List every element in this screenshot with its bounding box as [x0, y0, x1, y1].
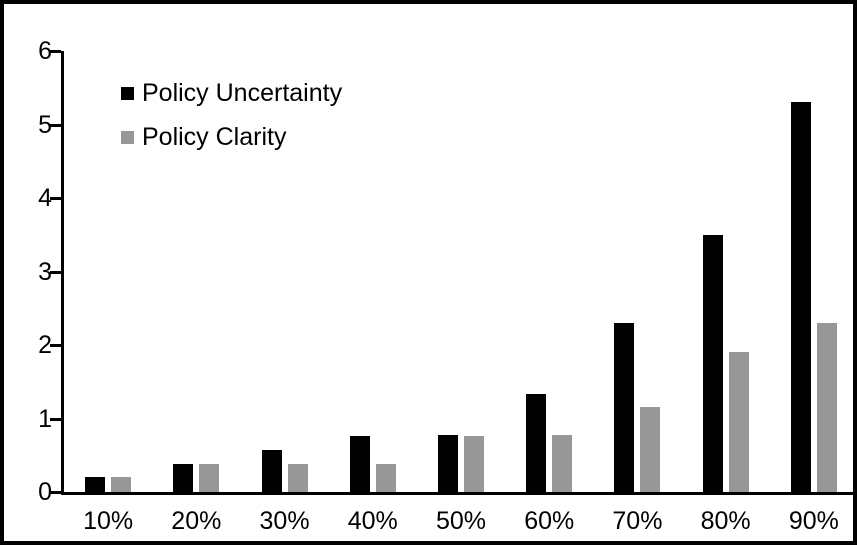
y-tick-label: 1 [38, 404, 52, 433]
policy-clarity-swatch-icon [121, 130, 134, 144]
x-tick-label: 70% [612, 507, 663, 535]
x-tick-label: 90% [788, 507, 839, 535]
y-tick [50, 123, 61, 127]
bar-policy-clarity-10% [111, 477, 132, 492]
bar-policy-clarity-90% [816, 322, 837, 492]
y-tick [50, 344, 61, 347]
bar-policy-uncertainty-90% [790, 102, 811, 492]
bar-policy-clarity-80% [728, 352, 749, 492]
policy-uncertainty-swatch-icon [121, 86, 134, 100]
y-tick-label: 0 [38, 478, 52, 506]
bar-policy-clarity-20% [199, 464, 220, 492]
bar-policy-uncertainty-10% [85, 477, 106, 492]
x-tick-label: 50% [435, 507, 487, 535]
legend-item-policy-clarity: Policy Clarity [121, 123, 342, 151]
bar-policy-uncertainty-60% [526, 394, 547, 492]
bar-policy-uncertainty-20% [173, 464, 194, 492]
y-tick-label: 6 [38, 37, 52, 65]
bar-policy-uncertainty-30% [261, 450, 282, 492]
legend: Policy Uncertainty Policy Clarity [121, 79, 342, 167]
bar-policy-uncertainty-70% [614, 322, 635, 492]
y-tick [50, 50, 61, 53]
plot-area [61, 51, 853, 495]
bar-policy-uncertainty-80% [702, 234, 723, 492]
y-tick-label: 3 [38, 257, 52, 286]
y-tick-label: 2 [38, 331, 52, 359]
bars-layer [64, 51, 853, 492]
x-tick-label: 60% [524, 507, 575, 535]
x-tick-label: 30% [259, 507, 310, 535]
legend-label-policy-clarity: Policy Clarity [142, 122, 287, 151]
y-tick [50, 417, 61, 421]
y-tick [50, 270, 61, 274]
bar-policy-clarity-50% [464, 436, 484, 492]
y-tick-label: 5 [38, 110, 52, 139]
x-tick-label: 80% [700, 507, 751, 535]
x-tick-label: 40% [347, 507, 398, 535]
bar-policy-clarity-30% [287, 464, 308, 492]
y-tick [50, 491, 61, 494]
bar-policy-clarity-60% [552, 435, 573, 492]
legend-label-policy-uncertainty: Policy Uncertainty [142, 78, 343, 107]
bar-policy-uncertainty-50% [438, 434, 458, 492]
y-tick-label: 4 [38, 184, 52, 212]
legend-item-policy-uncertainty: Policy Uncertainty [121, 79, 342, 107]
x-tick-label: 10% [83, 507, 134, 535]
bar-policy-clarity-70% [640, 407, 661, 492]
bar-policy-uncertainty-40% [349, 436, 370, 492]
y-tick [50, 197, 61, 200]
bar-policy-clarity-40% [375, 464, 396, 492]
x-tick-label: 20% [171, 507, 222, 535]
